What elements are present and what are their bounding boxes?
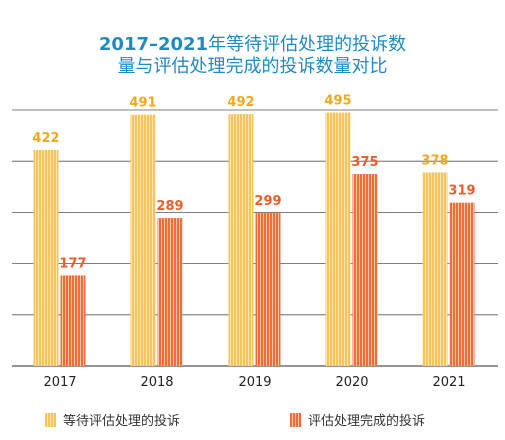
- legend-item-completed: 评估处理完成的投诉: [290, 410, 425, 429]
- x-tick-label: 2019: [238, 375, 271, 390]
- bars: [33, 112, 475, 366]
- bar: [422, 172, 448, 366]
- x-tick-label: 2018: [140, 375, 173, 390]
- x-tick-label: 2021: [432, 375, 465, 390]
- chart-title: 2017–2021年等待评估处理的投诉数 量与评估处理完成的投诉数量对比: [0, 34, 505, 78]
- bar: [33, 149, 59, 366]
- bar-value-label: 491: [129, 96, 156, 111]
- bar-value-label: 299: [254, 194, 281, 209]
- legend-label-pending: 等待评估处理的投诉: [63, 414, 181, 429]
- legend-swatch-pending: [45, 412, 56, 427]
- x-axis-ticks: 2017 2018 2019 2020 2021: [43, 375, 465, 390]
- title-line2: 量与评估处理完成的投诉数量对比: [117, 56, 388, 77]
- bar: [449, 202, 475, 366]
- x-tick-label: 2020: [335, 375, 368, 390]
- bar: [228, 114, 254, 366]
- bar: [157, 218, 183, 366]
- bar-value-label: 495: [324, 94, 351, 109]
- bar-value-label: 492: [227, 95, 254, 110]
- legend-label-completed: 评估处理完成的投诉: [308, 414, 426, 429]
- title-line1-text: 年等待评估处理的投诉数: [208, 34, 407, 55]
- bar: [60, 275, 86, 366]
- bar: [255, 212, 281, 366]
- bar: [325, 112, 351, 366]
- value-labels: 422 177 491 289 492 299 495 375 378 319: [32, 94, 475, 272]
- legend-item-pending: 等待评估处理的投诉: [45, 410, 180, 429]
- bar: [130, 114, 156, 366]
- bar-value-label: 319: [448, 184, 475, 199]
- bar-value-label: 422: [32, 131, 59, 146]
- bar-value-label: 289: [156, 199, 183, 214]
- title-years: 2017–2021: [98, 34, 209, 55]
- bar-value-label: 177: [59, 256, 86, 271]
- bar-value-label: 375: [351, 155, 378, 170]
- gridlines: [12, 109, 498, 367]
- bar: [352, 174, 378, 366]
- x-tick-label: 2017: [43, 375, 76, 390]
- legend-swatch-completed: [290, 412, 301, 427]
- bar-value-label: 378: [421, 153, 448, 168]
